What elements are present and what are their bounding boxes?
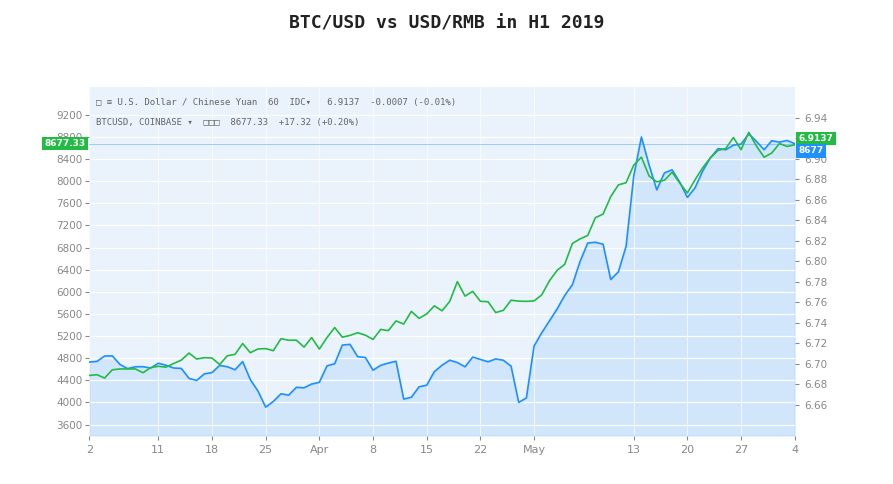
Text: 8677.33: 8677.33 bbox=[45, 139, 86, 148]
Text: 6.9137: 6.9137 bbox=[798, 134, 833, 143]
Text: □ ≡ U.S. Dollar / Chinese Yuan  60  IDC▾   6.9137  -0.0007 (-0.01%): □ ≡ U.S. Dollar / Chinese Yuan 60 IDC▾ 6… bbox=[96, 98, 456, 106]
Text: 8677: 8677 bbox=[798, 147, 824, 155]
Text: BTC/USD vs USD/RMB in H1 2019: BTC/USD vs USD/RMB in H1 2019 bbox=[288, 15, 605, 32]
Text: BTCUSD, COINBASE ▾  □□□  8677.33  +17.32 (+0.20%): BTCUSD, COINBASE ▾ □□□ 8677.33 +17.32 (+… bbox=[96, 119, 360, 127]
